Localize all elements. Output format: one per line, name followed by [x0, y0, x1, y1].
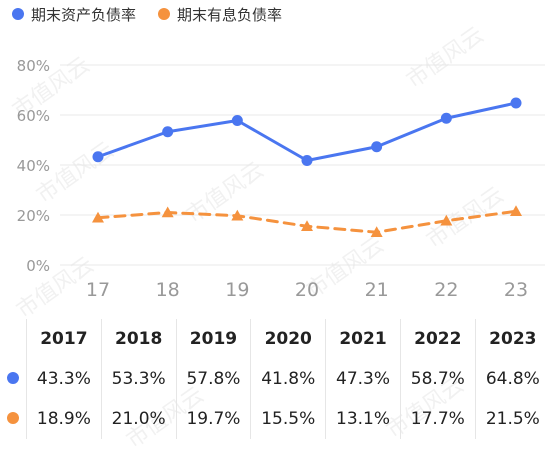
table-year-cell: 2020: [250, 319, 326, 359]
data-point-0[interactable]: [301, 155, 313, 166]
table-value-cell: 41.8%: [250, 359, 326, 399]
table-value-cell: 58.7%: [399, 359, 476, 399]
data-table: 2017 2018 2019 2020 2021 2022 2023 43.3%…: [0, 319, 550, 439]
series-line-0: [96, 101, 518, 162]
row-dot-interest-bearing: [7, 412, 19, 424]
data-point-0[interactable]: [231, 115, 243, 126]
y-tick-label: 60%: [17, 107, 50, 125]
x-tick-label: 19: [225, 279, 249, 301]
legend-item-interest-bearing[interactable]: 期末有息负债率: [158, 4, 282, 25]
table-header-row: 2017 2018 2019 2020 2021 2022 2023: [0, 319, 550, 359]
x-tick-label: 23: [504, 279, 528, 301]
table-value-cell: 15.5%: [250, 399, 326, 439]
legend-dot-interest-bearing: [158, 8, 171, 20]
data-point-1[interactable]: [92, 211, 104, 223]
table-value-cell: 19.7%: [175, 399, 251, 439]
table-value-cell: 21.0%: [100, 399, 177, 439]
series-0: [92, 97, 522, 166]
table-row-interest-bearing: 18.9% 21.0% 19.7% 15.5% 13.1% 17.7% 21.5…: [0, 399, 550, 439]
table-value-cell: 17.7%: [399, 399, 476, 439]
line-chart: 0% 20% 40% 60% 80% 17 18 19 20 21 22 23: [17, 57, 545, 301]
x-tick-label: 21: [365, 279, 389, 301]
x-tick-label: 22: [434, 279, 458, 301]
table-year-cell: 2017: [26, 319, 102, 359]
chart-legend: 期末资产负债率 期末有息负债率: [12, 2, 304, 26]
x-axis-ticks: 17 18 19 20 21 22 23: [86, 279, 528, 301]
table-row-marker: [0, 399, 27, 439]
grid-lines: [60, 64, 545, 266]
y-axis-ticks: 0% 20% 40% 60% 80%: [17, 57, 50, 275]
table-year-cell: 2018: [100, 319, 177, 359]
legend-item-asset-liability[interactable]: 期末资产负债率: [12, 4, 136, 25]
table-value-cell: 57.8%: [175, 359, 251, 399]
data-point-1[interactable]: [510, 205, 522, 217]
y-tick-label: 80%: [17, 57, 50, 75]
legend-dot-asset-liability: [12, 8, 24, 20]
series-1: [92, 205, 522, 238]
table-year-cell: 2021: [325, 319, 401, 359]
table-year-cell: 2022: [399, 319, 476, 359]
y-tick-label: 0%: [26, 257, 50, 275]
data-point-0[interactable]: [162, 126, 174, 138]
table-value-cell: 47.3%: [325, 359, 401, 399]
data-point-1[interactable]: [231, 209, 244, 221]
legend-label-interest-bearing: 期末有息负债率: [177, 5, 283, 24]
table-row-marker: [0, 359, 27, 399]
data-point-1[interactable]: [370, 226, 383, 238]
data-point-1[interactable]: [161, 206, 174, 218]
table-value-cell: 18.9%: [26, 399, 102, 439]
data-point-0[interactable]: [440, 112, 452, 124]
table-value-cell: 64.8%: [474, 359, 550, 399]
table-value-cell: 43.3%: [26, 359, 102, 399]
table-year-cell: 2023: [474, 319, 550, 359]
series-lines: [92, 97, 522, 238]
data-point-1[interactable]: [301, 220, 313, 232]
data-point-0[interactable]: [510, 97, 522, 109]
table-row-asset-liability: 43.3% 53.3% 57.8% 41.8% 47.3% 58.7% 64.8…: [0, 359, 550, 399]
legend-label-asset-liability: 期末资产负债率: [31, 5, 137, 24]
x-tick-label: 20: [295, 279, 319, 301]
table-header-marker-cell: [0, 319, 27, 359]
x-tick-label: 18: [156, 279, 180, 301]
table-value-cell: 21.5%: [474, 399, 550, 439]
table-value-cell: 53.3%: [100, 359, 177, 399]
table-value-cell: 13.1%: [325, 399, 401, 439]
y-tick-label: 40%: [17, 157, 50, 175]
data-point-0[interactable]: [371, 141, 383, 153]
y-tick-label: 20%: [17, 207, 50, 225]
row-dot-asset-liability: [7, 372, 19, 384]
x-tick-label: 17: [86, 279, 110, 301]
table-year-cell: 2019: [175, 319, 251, 359]
data-point-1[interactable]: [440, 214, 453, 226]
data-point-0[interactable]: [92, 151, 104, 163]
